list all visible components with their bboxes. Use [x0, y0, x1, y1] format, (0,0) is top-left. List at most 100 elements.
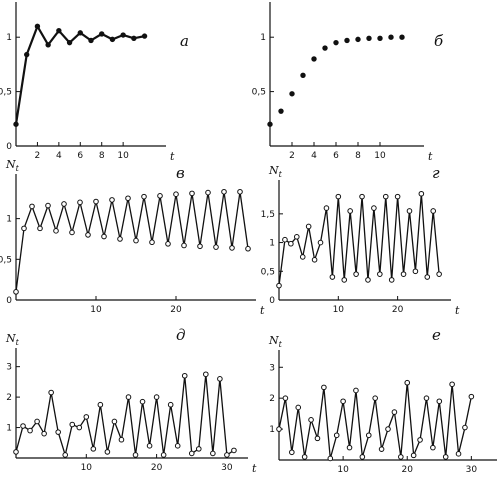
data-point [53, 228, 59, 234]
x-tick-label: 20 [170, 305, 182, 315]
y-tick-label: 0,5 [0, 255, 12, 265]
data-point [90, 446, 97, 452]
x-tick-label: 8 [355, 151, 361, 161]
data-point [45, 42, 51, 48]
data-point [418, 190, 425, 197]
y-tick-label: 0,5 [0, 88, 12, 98]
series-line [15, 191, 249, 292]
data-point [157, 193, 163, 199]
data-point [27, 427, 33, 434]
data-point [317, 239, 324, 246]
y-axis-label-main: N [5, 158, 16, 171]
x-axis-label: t [170, 150, 175, 163]
data-point [462, 424, 468, 431]
x-tick-label: 6 [333, 151, 339, 161]
data-point [394, 193, 401, 200]
data-point [61, 201, 67, 207]
data-point [69, 229, 75, 236]
y-axis-label: Nt [259, 0, 274, 1]
y-axis-label-main: N [268, 334, 279, 347]
x-tick-label: 10 [117, 151, 129, 161]
data-point [213, 244, 219, 250]
chart-panel-6: 10 20 30 1 2 3 Ntt е [268, 326, 497, 475]
data-point [359, 193, 365, 200]
data-point [333, 432, 340, 439]
data-point [29, 203, 35, 210]
data-point [321, 384, 327, 391]
data-point [400, 271, 407, 277]
data-point [13, 121, 19, 127]
data-point [141, 33, 148, 39]
data-point [276, 426, 282, 432]
data-point [366, 35, 372, 41]
data-point [346, 444, 353, 451]
y-tick-label: 1 [6, 424, 12, 434]
data-point [77, 199, 83, 206]
panel-label: г [432, 164, 440, 182]
data-point [329, 274, 336, 280]
data-point [308, 417, 314, 423]
data-point [120, 32, 126, 38]
y-tick-label: 0,5 [261, 267, 275, 277]
data-point [66, 39, 73, 46]
y-axis-label-sub: t [279, 170, 283, 179]
data-point [300, 72, 306, 78]
series-line [278, 382, 472, 459]
y-tick-label: 1,5 [261, 210, 275, 220]
y-tick-label: 1 [269, 425, 275, 435]
data-point [205, 189, 211, 196]
data-point [203, 371, 209, 378]
data-point [217, 376, 223, 382]
data-point [430, 208, 437, 214]
data-point [132, 452, 139, 458]
data-point [20, 423, 26, 429]
series-line [15, 374, 235, 458]
x-tick-label: 2 [289, 151, 295, 161]
data-point [335, 193, 342, 200]
data-point [385, 426, 391, 432]
data-point [41, 430, 47, 437]
data-point [118, 436, 125, 443]
panel-label: д [176, 326, 186, 344]
x-tick-label: 2 [35, 151, 41, 161]
x-axis-label: t [252, 462, 257, 475]
data-point [173, 191, 179, 198]
data-point [289, 91, 295, 97]
data-point [377, 35, 383, 41]
y-axis-label: Nt [268, 164, 283, 179]
data-point [371, 205, 377, 211]
y-tick-label: 0,5 [252, 88, 266, 98]
x-axis-label: t [455, 304, 460, 317]
data-point [231, 447, 237, 454]
data-point [410, 452, 417, 459]
x-tick-label: 10 [333, 305, 345, 315]
data-point [131, 35, 137, 41]
data-point [109, 36, 116, 43]
data-point [13, 449, 19, 455]
x-tick-label: 10 [81, 463, 93, 473]
y-tick-label: 1 [6, 33, 12, 43]
data-point [299, 254, 306, 260]
y-tick-label: 0 [269, 296, 275, 306]
y-tick-label: 1 [6, 215, 12, 225]
data-point [34, 418, 40, 425]
y-axis-label-sub: t [270, 0, 274, 1]
data-point [85, 232, 91, 238]
data-point [13, 289, 19, 295]
data-point [55, 429, 61, 435]
data-point [436, 271, 442, 277]
data-point [69, 421, 76, 428]
data-point [99, 31, 105, 37]
data-point [181, 242, 187, 249]
data-point [378, 446, 385, 452]
y-tick-label: 2 [269, 394, 275, 404]
data-point [188, 450, 195, 457]
data-point [340, 398, 346, 405]
x-tick-label: 20 [402, 465, 414, 475]
data-point [62, 452, 69, 458]
data-point [282, 395, 289, 401]
data-point [276, 282, 282, 289]
data-point [365, 432, 372, 439]
